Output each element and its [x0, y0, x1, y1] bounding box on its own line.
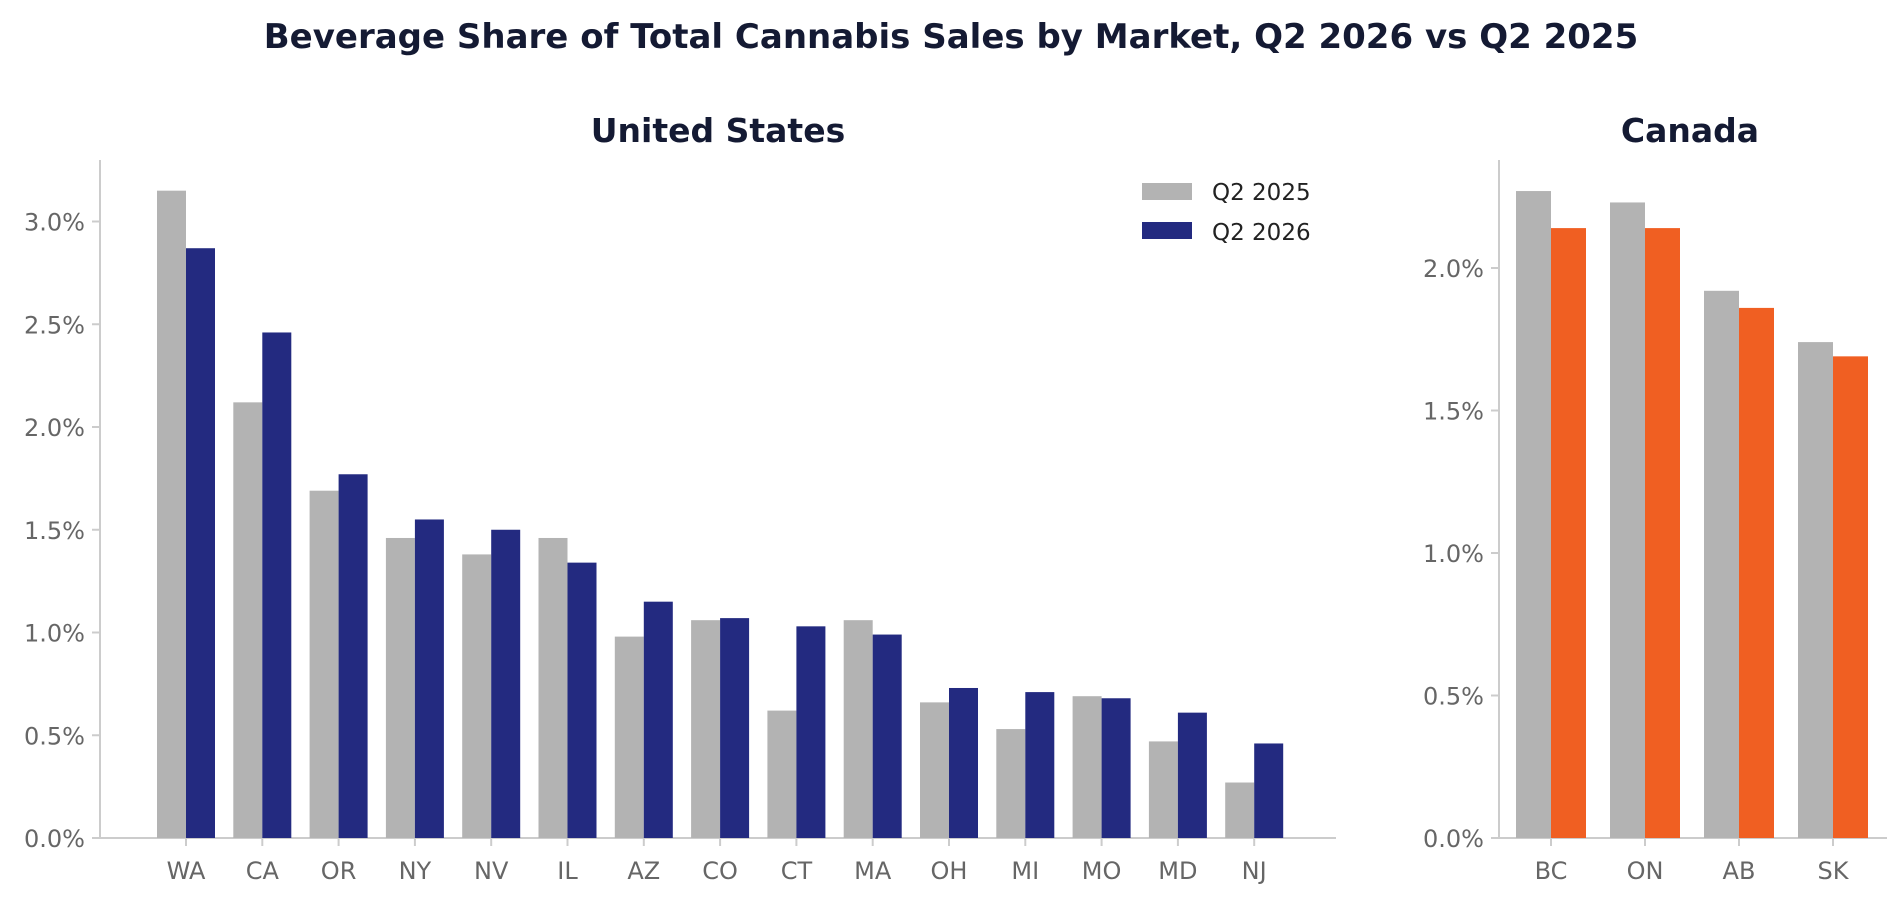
us-bar-md-q2-2025 — [1148, 741, 1178, 838]
canada-bar-ab-q2-2025 — [1704, 290, 1739, 838]
us-bar-il-q2-2025 — [538, 537, 568, 838]
canada-y-tick-label: 1.0% — [1423, 540, 1484, 568]
canada-bars — [1516, 191, 1868, 839]
canada-y-tick-label: 1.5% — [1423, 398, 1484, 426]
canada-bar-ab-q2-2026 — [1739, 307, 1774, 838]
us-x-label-mo: MO — [1082, 857, 1122, 885]
us-bars — [157, 190, 1284, 839]
canada-bar-sk-q2-2025 — [1798, 342, 1833, 838]
us-bar-nj-q2-2026 — [1254, 743, 1284, 838]
canada-x-labels: BC ON AB SK — [1535, 838, 1850, 885]
canada-bar-on-q2-2025 — [1610, 202, 1645, 838]
canada-y-ticks: 0.0% 0.5% 1.0% 1.5% 2.0% — [1423, 255, 1499, 853]
chart-title: Beverage Share of Total Cannabis Sales b… — [264, 17, 1638, 57]
canada-y-tick-label: 0.0% — [1423, 825, 1484, 853]
us-x-label-ct: CT — [781, 857, 813, 885]
us-x-label-wa: WA — [167, 857, 206, 885]
us-bar-nv-q2-2026 — [491, 529, 521, 838]
us-y-tick-label: 3.0% — [24, 209, 85, 237]
us-y-tick-label: 0.0% — [24, 825, 85, 853]
us-y-ticks: 0.0% 0.5% 1.0% 1.5% 2.0% 2.5% 3.0% — [24, 209, 100, 853]
us-y-tick-label: 1.0% — [24, 620, 85, 648]
us-x-labels: WA CA OR NY NV IL AZ CO CT MA OH MI MO MD NJ — [167, 838, 1267, 885]
us-bar-az-q2-2026 — [643, 601, 673, 838]
us-x-label-mi: MI — [1011, 857, 1039, 885]
us-bar-or-q2-2026 — [338, 474, 368, 838]
canada-y-tick-label: 2.0% — [1423, 255, 1484, 283]
us-x-label-or: OR — [321, 857, 357, 885]
canada-bar-bc-q2-2026 — [1551, 228, 1586, 839]
us-bar-ca-q2-2025 — [233, 402, 263, 838]
legend-swatch-q2-2025 — [1142, 183, 1192, 200]
us-bar-mi-q2-2025 — [996, 729, 1026, 838]
us-y-tick-label: 0.5% — [24, 722, 85, 750]
canada-x-label-ab: AB — [1723, 857, 1756, 885]
us-panel-title: United States — [591, 111, 845, 150]
us-x-label-nj: NJ — [1242, 857, 1267, 885]
canada-bar-bc-q2-2025 — [1516, 191, 1551, 839]
us-bar-ma-q2-2026 — [872, 634, 902, 838]
us-bar-mo-q2-2026 — [1101, 698, 1131, 838]
us-y-tick-label: 2.5% — [24, 311, 85, 339]
canada-y-tick-label: 0.5% — [1423, 683, 1484, 711]
us-bar-nv-q2-2025 — [462, 554, 492, 838]
us-x-label-nv: NV — [474, 857, 509, 885]
us-x-label-ma: MA — [854, 857, 892, 885]
us-bar-ct-q2-2026 — [796, 626, 826, 838]
legend: Q2 2025 Q2 2026 — [1142, 180, 1311, 246]
us-y-tick-label: 2.0% — [24, 414, 85, 442]
us-bar-md-q2-2026 — [1177, 712, 1207, 838]
us-bar-co-q2-2026 — [720, 618, 750, 838]
canada-x-label-sk: SK — [1818, 857, 1850, 885]
us-bar-ny-q2-2026 — [414, 519, 444, 838]
us-bar-ny-q2-2025 — [385, 537, 415, 838]
us-x-label-oh: OH — [931, 857, 968, 885]
canada-panel: Canada 0.0% 0.5% 1.0% 1.5% 2.0% BC ON AB SK — [1423, 111, 1887, 885]
us-x-label-md: MD — [1158, 857, 1197, 885]
legend-swatch-q2-2026 — [1142, 222, 1192, 239]
us-bar-mo-q2-2025 — [1072, 696, 1102, 838]
canada-bar-sk-q2-2026 — [1833, 356, 1868, 838]
us-x-label-il: IL — [557, 857, 578, 885]
legend-label-q2-2026: Q2 2026 — [1212, 220, 1311, 246]
us-x-label-ny: NY — [399, 857, 432, 885]
us-x-label-az: AZ — [627, 857, 660, 885]
us-bar-ct-q2-2025 — [767, 710, 797, 838]
us-bar-oh-q2-2026 — [949, 687, 978, 838]
us-bar-mi-q2-2026 — [1025, 692, 1055, 838]
legend-label-q2-2025: Q2 2025 — [1212, 180, 1311, 206]
us-bar-nj-q2-2025 — [1225, 782, 1255, 838]
us-x-label-co: CO — [702, 857, 738, 885]
canada-bar-on-q2-2026 — [1645, 228, 1680, 839]
us-bar-wa-q2-2026 — [186, 248, 215, 839]
us-bar-ma-q2-2025 — [843, 620, 873, 838]
us-bar-wa-q2-2025 — [157, 190, 186, 839]
us-y-tick-label: 1.5% — [24, 517, 85, 545]
us-bar-co-q2-2025 — [691, 620, 721, 838]
us-bar-oh-q2-2025 — [920, 702, 949, 838]
canada-x-label-bc: BC — [1535, 857, 1568, 885]
us-bar-az-q2-2025 — [614, 636, 644, 838]
us-panel: United States 0.0% 0.5% 1.0% 1.5% 2.0% 2.5% 3.… — [24, 111, 1336, 885]
us-x-label-ca: CA — [246, 857, 280, 885]
canada-x-label-on: ON — [1627, 857, 1664, 885]
us-bar-ca-q2-2026 — [262, 332, 292, 838]
us-bar-or-q2-2025 — [309, 490, 339, 838]
us-bar-il-q2-2026 — [567, 562, 597, 838]
canada-panel-title: Canada — [1621, 111, 1759, 150]
